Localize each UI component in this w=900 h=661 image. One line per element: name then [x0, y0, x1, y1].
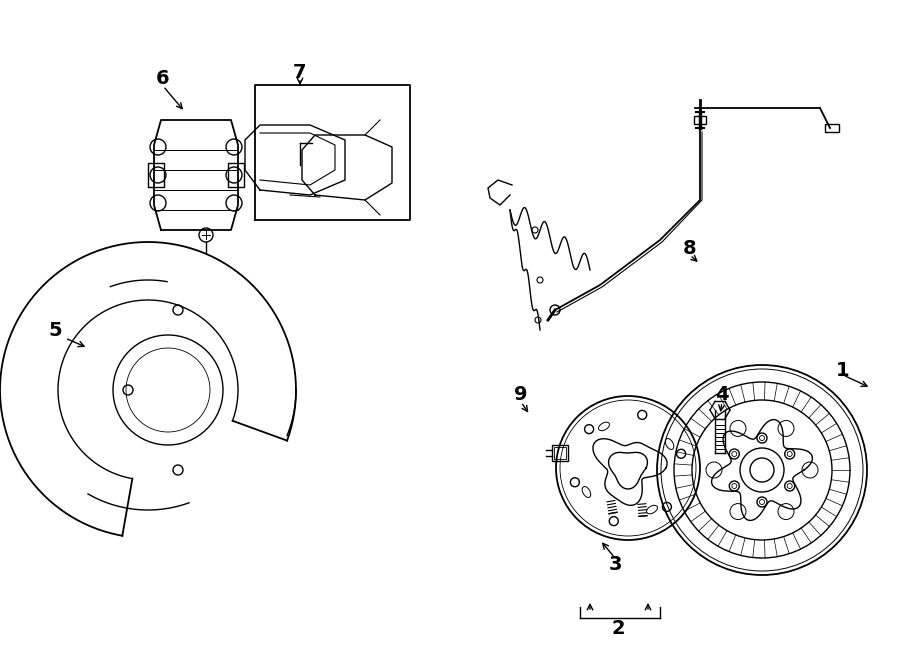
Bar	[228, 163, 244, 187]
Bar	[552, 445, 568, 461]
Text: 2: 2	[611, 619, 625, 637]
Text: 6: 6	[157, 69, 170, 87]
Text: 1: 1	[836, 360, 850, 379]
Text: 3: 3	[608, 555, 622, 574]
Text: 7: 7	[293, 63, 307, 81]
Bar	[148, 163, 164, 187]
Bar	[694, 116, 706, 124]
Text: 5: 5	[49, 321, 62, 340]
Text: 8: 8	[683, 239, 697, 258]
Bar	[825, 124, 839, 132]
Text: 9: 9	[514, 385, 527, 405]
Bar	[554, 447, 566, 459]
Text: 4: 4	[716, 385, 729, 405]
